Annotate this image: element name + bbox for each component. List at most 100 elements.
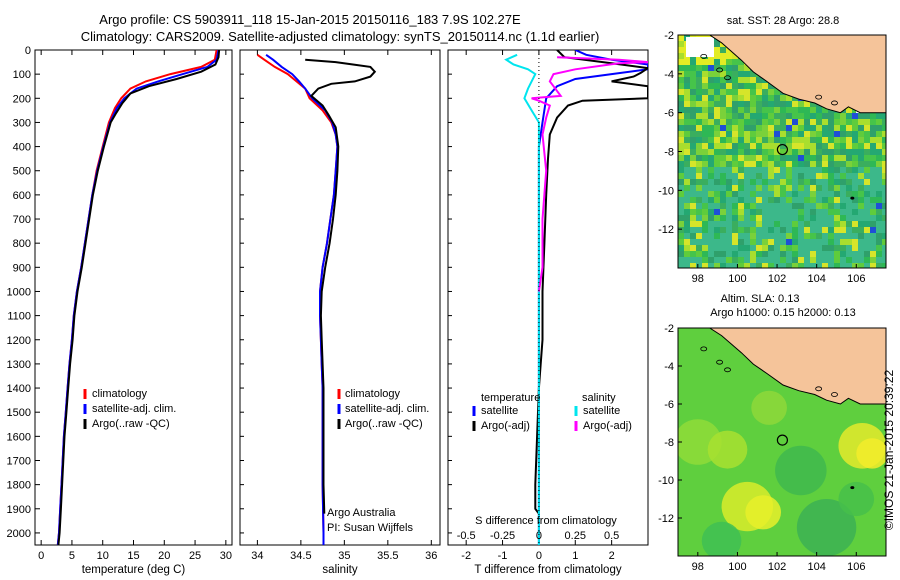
sst-cell [684, 245, 690, 251]
sst-cell [750, 167, 756, 173]
sst-cell [726, 221, 732, 227]
sst-cell [852, 215, 858, 221]
sst-cell [846, 131, 852, 137]
sst-cell [702, 71, 708, 77]
sst-cell [792, 107, 798, 113]
sst-cell [834, 233, 840, 239]
sst-cell [840, 221, 846, 227]
sst-cell [738, 65, 744, 71]
sst-cell [846, 143, 852, 149]
sst-cell [846, 215, 852, 221]
sst-cell [882, 119, 886, 125]
sst-cell [678, 245, 684, 251]
sst-cell [762, 203, 768, 209]
sst-cell [750, 137, 756, 143]
sst-cell [750, 77, 756, 83]
sst-cell [816, 209, 822, 215]
sst-cell [786, 113, 792, 119]
sst-cell [876, 149, 882, 155]
sst-cell [864, 197, 870, 203]
difference-x-tick-label: 2 [609, 550, 615, 562]
sst-cell [840, 227, 846, 233]
difference-plot-frame [447, 49, 649, 546]
sst-cell [702, 125, 708, 131]
sst-cell [696, 143, 702, 149]
sst-cell [744, 239, 750, 245]
sst-cell [744, 209, 750, 215]
sla_map-x-tick-label: 98 [692, 561, 704, 573]
sst-cell [714, 89, 720, 95]
sst-cell [798, 107, 804, 113]
sst-cell [864, 149, 870, 155]
sst-cell [864, 239, 870, 245]
sst-cell [708, 167, 714, 173]
sst-cell [744, 155, 750, 161]
sst-cell [732, 77, 738, 83]
sst-cell [738, 209, 744, 215]
sst-cell [744, 233, 750, 239]
sst-cell [750, 215, 756, 221]
sst-cell [804, 239, 810, 245]
sst-cell [744, 131, 750, 137]
sst-cell [876, 155, 882, 161]
sst-cell [744, 149, 750, 155]
sst-cell [702, 143, 708, 149]
sst-cell [870, 221, 876, 227]
sst-cell [882, 251, 886, 257]
sst-cell [726, 191, 732, 197]
sst-cell [834, 197, 840, 203]
sst-cell [720, 215, 726, 221]
sst-cell [714, 155, 720, 161]
sst-cell [864, 233, 870, 239]
sst-cell [882, 233, 886, 239]
sst-cell [726, 257, 732, 263]
sst-cell [714, 191, 720, 197]
sst-cell [714, 137, 720, 143]
sst-cell [804, 167, 810, 173]
diff-legend-label: Argo(-adj) [481, 420, 530, 432]
sst-cell [738, 161, 744, 167]
sst-cell [792, 191, 798, 197]
sst-cell [714, 149, 720, 155]
sst-cell [804, 209, 810, 215]
sst-cell [828, 221, 834, 227]
sst-cell [726, 119, 732, 125]
sst-cell [690, 209, 696, 215]
diff-legend-label: satellite [583, 405, 620, 417]
sst-cell [762, 209, 768, 215]
sst-cell [852, 257, 858, 263]
sst-cell [792, 215, 798, 221]
sst-cell [720, 131, 726, 137]
sst-cell [720, 185, 726, 191]
sst-cell [846, 161, 852, 167]
sst-cell [852, 131, 858, 137]
sst-cell [780, 125, 786, 131]
sst-cell [714, 245, 720, 251]
sst-cell [840, 239, 846, 245]
sst-cell [732, 167, 738, 173]
sst-cell [678, 185, 684, 191]
sst-cell [876, 179, 882, 185]
sst-cell [762, 155, 768, 161]
sst-cell [726, 137, 732, 143]
sst-cell [684, 131, 690, 137]
sst-cell [870, 245, 876, 251]
sst-cell [702, 227, 708, 233]
sst-cell [846, 191, 852, 197]
sst-cell [750, 71, 756, 77]
sla_map-y-tick-label: -2 [664, 323, 674, 335]
sst-cell [828, 209, 834, 215]
sst-cell [834, 119, 840, 125]
sst-cell [798, 119, 804, 125]
temperature-plot-frame [34, 49, 233, 546]
sst-cell [738, 125, 744, 131]
sst-cell [882, 185, 886, 191]
sst-cell [690, 65, 696, 71]
sst-cell [702, 245, 708, 251]
sst-cell [732, 107, 738, 113]
sst-cell [744, 191, 750, 197]
sst-cell [786, 131, 792, 137]
sst-cell [684, 227, 690, 233]
sst-cell [798, 233, 804, 239]
sst-cell [678, 155, 684, 161]
